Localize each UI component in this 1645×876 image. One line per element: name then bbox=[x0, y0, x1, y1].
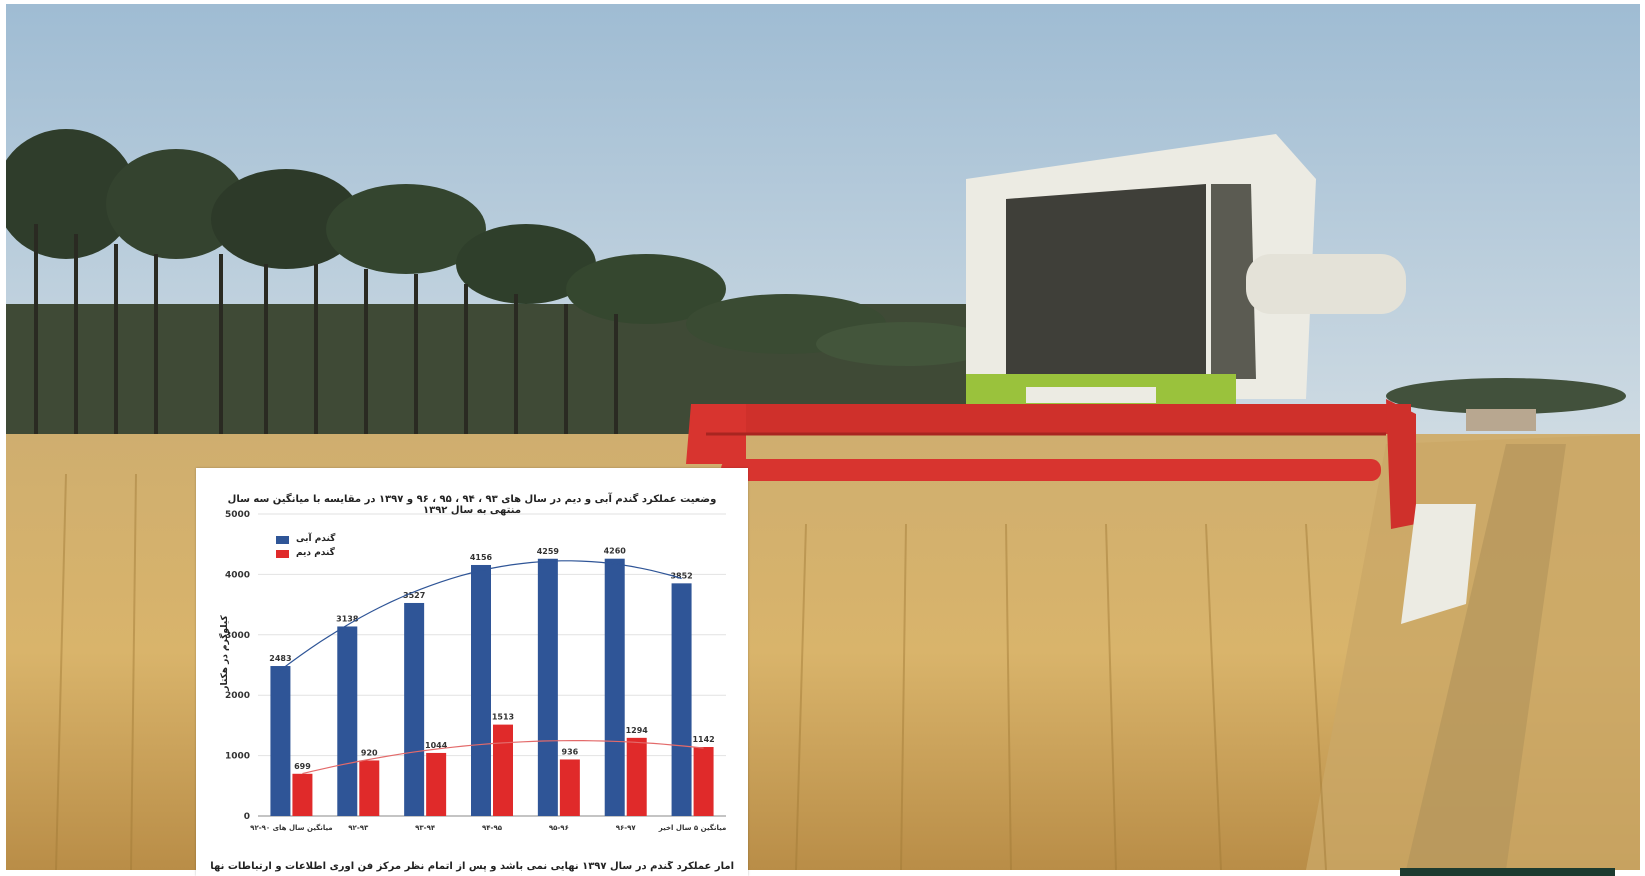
bar-irrigated bbox=[671, 583, 692, 816]
data-label-irrigated: 4156 bbox=[470, 553, 493, 562]
data-label-rainfed: 1294 bbox=[626, 726, 649, 735]
y-tick-label: 5000 bbox=[225, 510, 250, 520]
data-label-rainfed: 936 bbox=[562, 747, 579, 756]
x-tick-label: ۹۵-۹۶ bbox=[549, 824, 569, 832]
legend-swatch-rainfed bbox=[276, 550, 289, 558]
x-tick-label: ۹۴-۹۵ bbox=[482, 824, 503, 832]
data-label-rainfed: 699 bbox=[294, 762, 311, 771]
trendline-rainfed bbox=[302, 740, 704, 775]
corner-badge bbox=[1400, 868, 1615, 876]
data-label-rainfed: 920 bbox=[361, 748, 378, 757]
bar-rainfed bbox=[426, 752, 447, 816]
bar-rainfed bbox=[559, 759, 580, 816]
tree-line bbox=[6, 129, 1626, 444]
bar-rainfed bbox=[292, 773, 313, 816]
bar-irrigated bbox=[404, 602, 425, 816]
data-label-rainfed: 1142 bbox=[692, 735, 714, 744]
data-label-irrigated: 4260 bbox=[604, 547, 627, 556]
data-label-irrigated: 3852 bbox=[670, 571, 692, 580]
bar-irrigated bbox=[270, 666, 291, 816]
x-tick-label: میانگین سال های ۹۰-۹۲ bbox=[250, 823, 332, 832]
legend-swatch-irrigated bbox=[276, 536, 289, 544]
bar-rainfed bbox=[493, 724, 513, 816]
data-label-irrigated: 3527 bbox=[403, 591, 425, 600]
y-tick-label: 3000 bbox=[225, 631, 250, 641]
chart-title: وضعیت عملکرد گندم آبی و دیم در سال های ۹… bbox=[227, 494, 717, 516]
x-tick-label: ۹۶-۹۷ bbox=[616, 824, 637, 832]
bar-rainfed bbox=[359, 760, 380, 816]
x-tick-label: ۹۲-۹۳ bbox=[348, 824, 369, 832]
bar-irrigated bbox=[604, 558, 625, 816]
y-axis-label: کیلوگرم در هکتار bbox=[220, 615, 230, 691]
chart-footnote: آمار عملکرد گندم در سال ۱۳۹۷ نهایی نمی ب… bbox=[210, 861, 734, 872]
legend-label-rainfed: گندم دیم bbox=[296, 548, 335, 558]
wheat-yield-chart: 0 1000 2000 3000 4000 5000 2483 699 میانگین سال … bbox=[196, 468, 748, 876]
bar-rainfed bbox=[693, 747, 714, 816]
x-tick-label: ۹۳-۹۴ bbox=[415, 824, 436, 832]
y-tick-label: 2000 bbox=[225, 691, 250, 701]
data-label-irrigated: 3138 bbox=[336, 614, 359, 623]
trendline-irrigated bbox=[280, 560, 682, 671]
data-label-rainfed: 1044 bbox=[425, 741, 448, 750]
data-label-rainfed: 1513 bbox=[492, 713, 514, 722]
bar-irrigated bbox=[471, 564, 491, 816]
combine-harvester bbox=[686, 134, 1476, 624]
bar-irrigated bbox=[337, 626, 358, 816]
bar-rainfed bbox=[626, 737, 647, 816]
y-tick-label: 1000 bbox=[225, 752, 250, 762]
y-tick-label: 4000 bbox=[225, 570, 250, 580]
data-label-irrigated: 4259 bbox=[537, 547, 560, 556]
legend-label-irrigated: گندم آبی bbox=[296, 534, 336, 544]
chart-plot: 0 1000 2000 3000 4000 5000 2483 699 میانگین سال … bbox=[225, 510, 727, 832]
y-tick-label: 0 bbox=[244, 812, 250, 822]
bar-irrigated bbox=[537, 558, 558, 816]
x-tick-label: میانگین ۵ سال اخیر bbox=[658, 823, 727, 832]
data-label-irrigated: 2483 bbox=[269, 654, 291, 663]
